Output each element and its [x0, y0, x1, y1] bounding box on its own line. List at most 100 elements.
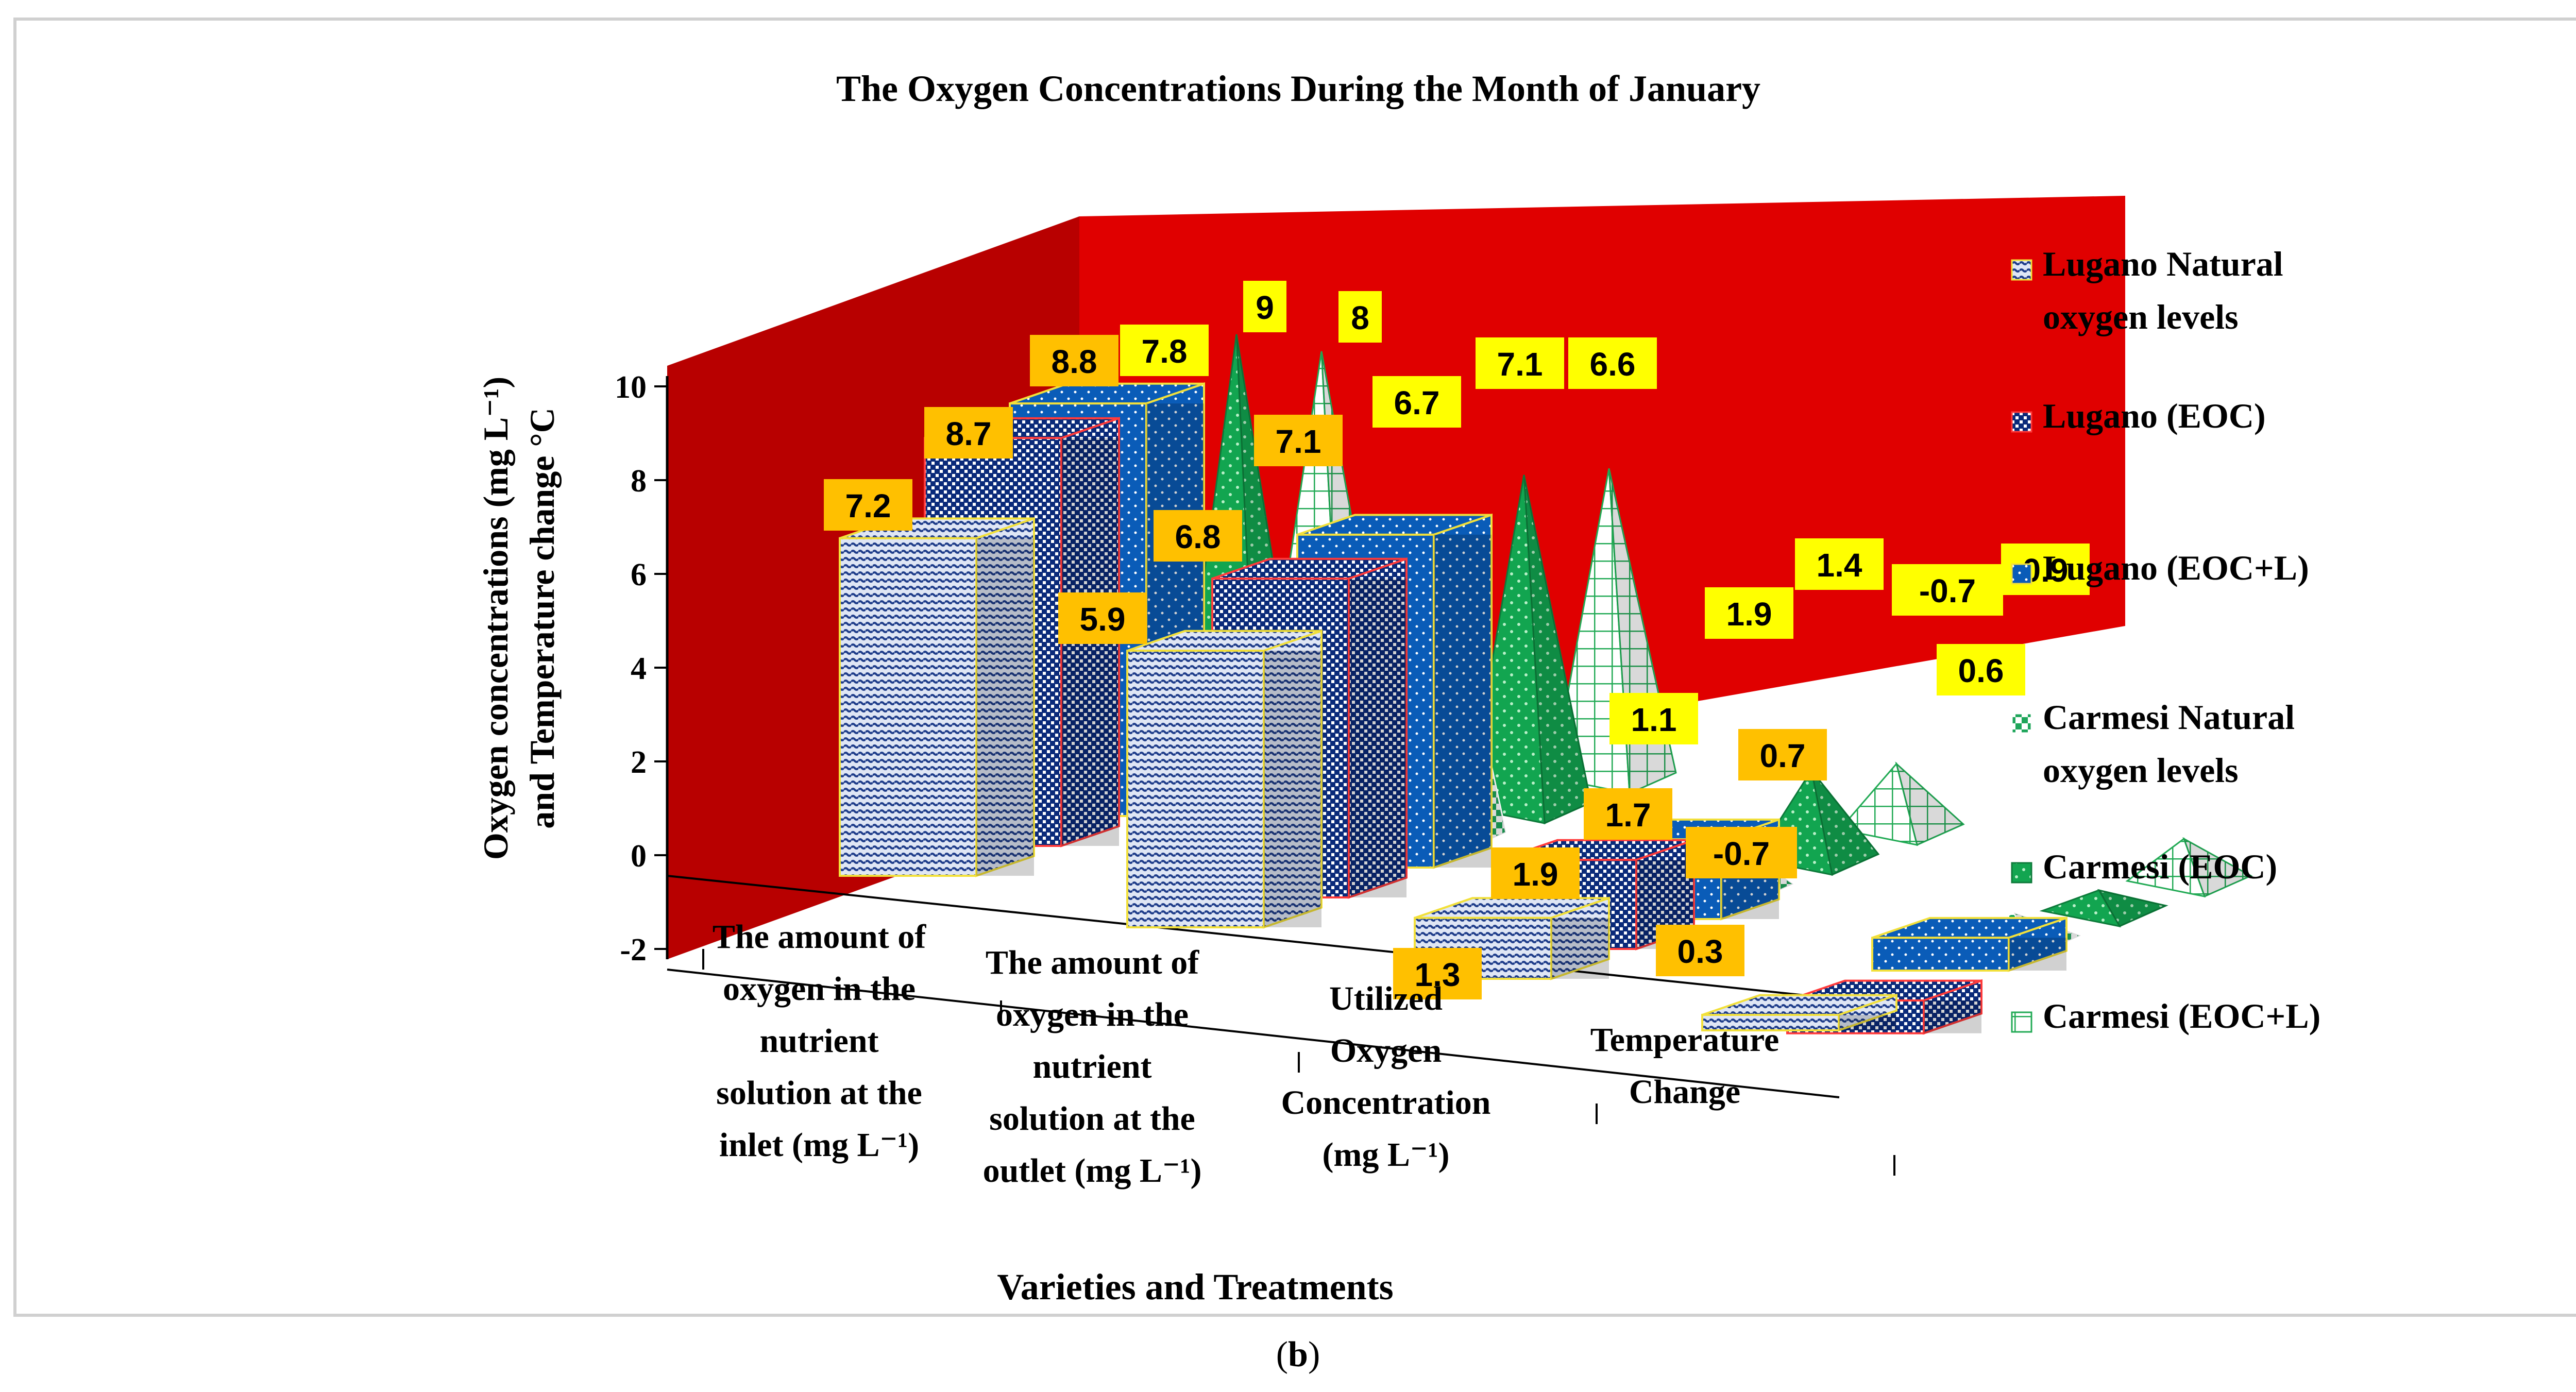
data-label-2-0: 8.8	[1030, 335, 1118, 386]
data-label-text: 1.9	[1726, 596, 1772, 633]
data-label-5-0: 8	[1338, 291, 1382, 343]
x-category-line: (mg L⁻¹)	[1322, 1136, 1449, 1174]
data-label-box	[1491, 847, 1580, 899]
data-label-box	[1705, 587, 1793, 639]
pyramid-shade	[2099, 890, 2166, 926]
data-label-box	[1686, 827, 1797, 878]
data-label-0-1: 5.9	[1058, 592, 1147, 644]
data-label-text: 0.7	[1760, 737, 1806, 774]
bar-shade	[1264, 651, 1321, 927]
figure-caption: (b)	[0, 1334, 2576, 1376]
data-label-text: 9	[1256, 289, 1274, 326]
data-label-box	[1372, 376, 1461, 428]
data-label-box	[1656, 925, 1744, 976]
legend-label: Carmesi (EOC+L)	[2043, 996, 2320, 1035]
data-label-text: 5.9	[1080, 601, 1126, 638]
pyramid-shade	[2184, 839, 2251, 896]
data-label-3-3: 0.6	[1937, 644, 2025, 695]
y-tick-label: 2	[631, 745, 647, 780]
legend-swatch	[2011, 712, 2032, 734]
pyramid-side	[2097, 889, 2168, 927]
data-label-box	[1568, 337, 1657, 389]
y-axis-title-line2: and Temperature change °C	[522, 408, 562, 828]
bar-front	[1871, 937, 2010, 972]
data-label-5-2: 1.4	[1795, 538, 1884, 590]
y-axis-title: Oxygen concentrations (mg L⁻¹) and Tempe…	[476, 377, 562, 860]
legend-swatch	[2011, 563, 2032, 585]
legend-swatch	[2011, 862, 2032, 884]
data-label-box	[1338, 291, 1382, 343]
data-labels: 7.2 5.9 1.3 0.3 8.7 6.8 1.9 -0.7 8.8 7.1 1.7 0.7 7.8…	[824, 281, 2090, 999]
x-category-line: nutrient	[760, 1022, 879, 1060]
floor-line-bottom	[667, 969, 1840, 1098]
data-label-4-2: 1.9	[1705, 587, 1793, 639]
bar-shade	[1349, 579, 1406, 897]
chart-marks	[839, 334, 2253, 1035]
data-label-text: 7.1	[1276, 423, 1321, 460]
data-label-1-0: 8.7	[924, 407, 1013, 459]
bar-front	[839, 537, 977, 877]
data-label-text: 8	[1351, 299, 1369, 336]
y-tick-label: -2	[620, 932, 647, 967]
y-axis-title-line1: Oxygen concentrations (mg L⁻¹)	[476, 377, 515, 860]
legend-label: oxygen levels	[2043, 297, 2239, 336]
data-label-box	[1393, 948, 1482, 999]
bar-shade	[1924, 1000, 1981, 1033]
data-label-box	[1937, 644, 2025, 695]
data-label-box	[1584, 788, 1672, 840]
x-category-2: Utilized Oxygen Concentration (mg L⁻¹)	[1281, 980, 1491, 1174]
pyramid-shade	[1811, 770, 1878, 875]
legend-swatch	[2011, 1011, 2032, 1033]
legend: Lugano Natural oxygen levels Lugano (EOC) L…	[2011, 244, 2320, 1035]
legend-item-4: Carmesi (EOC)	[2011, 847, 2277, 886]
data-label-text: 7.2	[845, 487, 891, 524]
data-label-box	[1120, 325, 1209, 376]
y-tick-label: 0	[631, 839, 647, 874]
y-tick-label: 6	[631, 557, 647, 592]
x-category-line: oxygen in the	[723, 970, 916, 1008]
data-label-text: 8.8	[1052, 343, 1097, 380]
bar-shade	[1434, 534, 1492, 868]
pyramid-side	[1810, 770, 1880, 876]
legend-swatch	[2011, 411, 2032, 433]
y-tick-label: 8	[631, 464, 647, 499]
data-label-3-2: 1.1	[1609, 693, 1698, 744]
data-label-box	[1892, 564, 2003, 616]
legend-item-3: Carmesi Natural oxygen levels	[2011, 698, 2295, 790]
data-label-text: 1.7	[1605, 796, 1651, 834]
y-tick-label: 10	[615, 370, 647, 405]
data-label-2-3: 0.7	[1738, 729, 1827, 780]
pyramid-side	[1895, 761, 1965, 846]
data-label-text: 0.3	[1677, 933, 1723, 970]
x-axis-title: Varieties and Treatments	[997, 1266, 1393, 1308]
data-label-text: 6.7	[1394, 384, 1440, 421]
pyramid-4-3	[2039, 889, 2168, 928]
pyramid-side	[1523, 474, 1592, 825]
floor-line-top	[667, 875, 1845, 1000]
data-label-2-1: 7.1	[1254, 415, 1343, 466]
data-label-box	[1154, 510, 1242, 562]
data-label-text: 0.6	[1958, 652, 2004, 689]
bar-0-0	[839, 517, 1035, 877]
data-label-0-3: 0.3	[1656, 925, 1744, 976]
data-label-box	[1058, 592, 1147, 644]
bar-shade	[1551, 918, 1609, 979]
pyramid-shade	[1524, 474, 1591, 823]
legend-label: oxygen levels	[2043, 751, 2239, 790]
x-category-line: Utilized	[1329, 980, 1443, 1017]
legend-label: Lugano (EOC+L)	[2043, 548, 2309, 587]
x-category-1: The amount of oxygen in the nutrient soluti…	[983, 944, 1202, 1190]
pyramid-side	[2182, 837, 2253, 898]
bar-0-1	[1126, 629, 1323, 929]
x-category-line: solution at the	[989, 1100, 1195, 1138]
data-label-5-1: 6.6	[1568, 337, 1657, 389]
bar-shade	[2009, 938, 2066, 971]
axes: -2 0 2 4 6 8 10	[615, 370, 1895, 1176]
x-category-line: nutrient	[1033, 1048, 1152, 1085]
data-label-box	[1795, 538, 1884, 590]
data-label-text: 6.8	[1175, 518, 1221, 555]
bar-front	[1126, 650, 1265, 928]
data-label-0-0: 7.2	[824, 479, 912, 531]
x-category-line: outlet (mg L⁻¹)	[983, 1152, 1202, 1190]
data-label-0-2: 1.3	[1393, 948, 1482, 999]
